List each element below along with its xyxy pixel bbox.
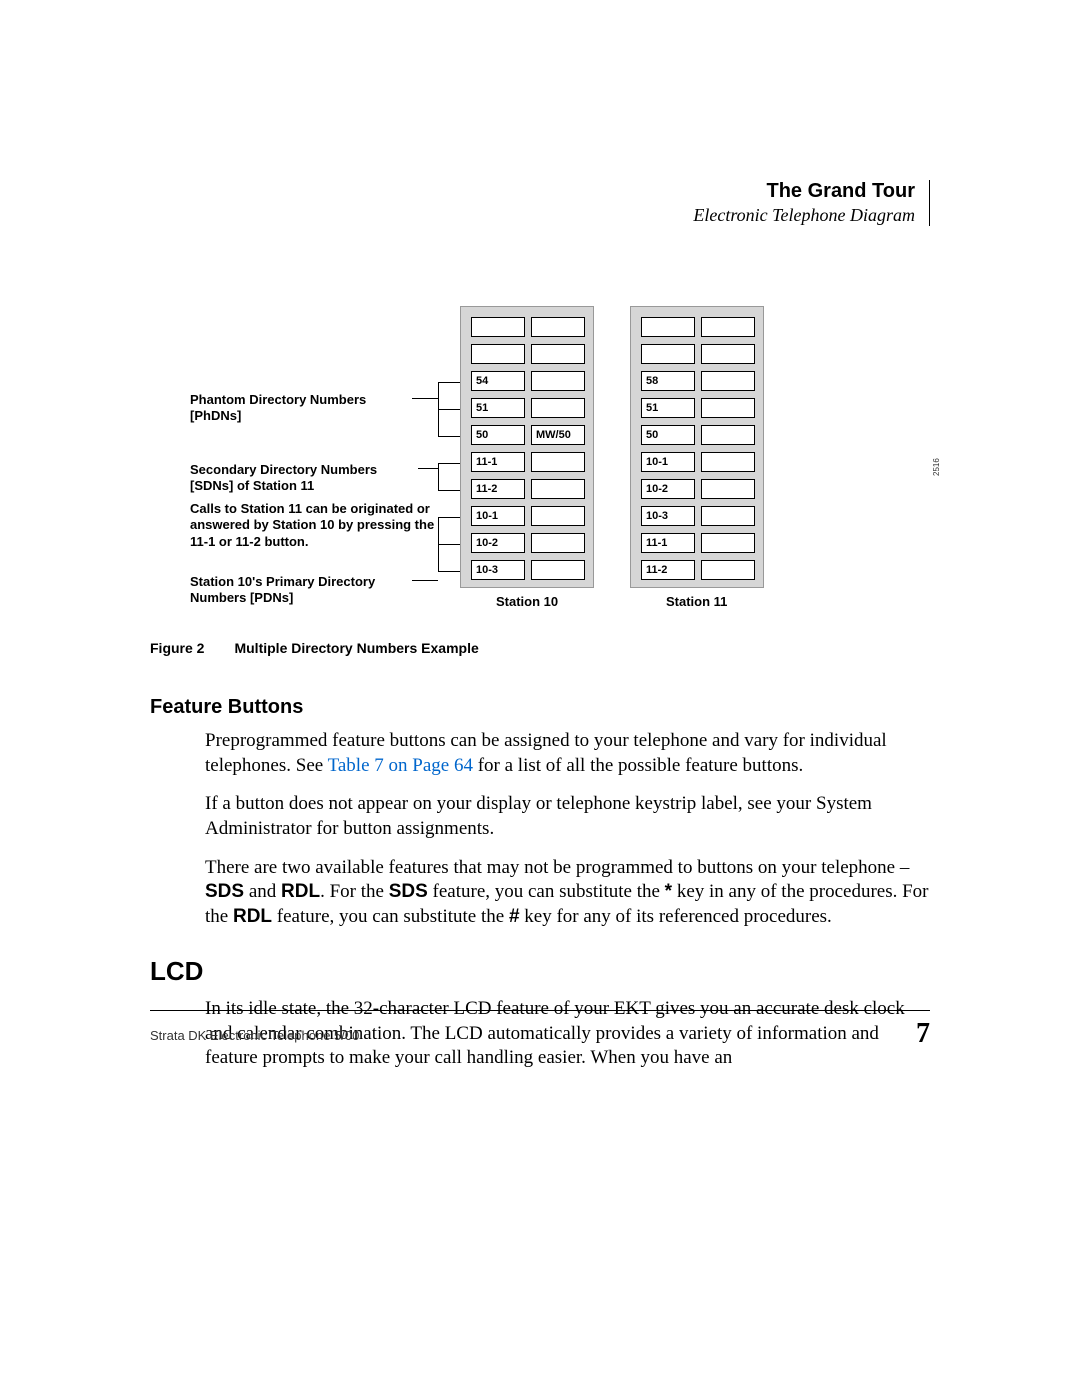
station-11-panel: 58 51 50 10-1 10-2 10-3 11-1 11-2 bbox=[630, 306, 764, 588]
figure-caption: Figure 2 Multiple Directory Numbers Examp… bbox=[150, 640, 930, 656]
phone-button bbox=[531, 398, 585, 418]
feature-p3: There are two available features that ma… bbox=[205, 856, 930, 930]
label-calls: Calls to Station 11 can be originated or… bbox=[190, 501, 440, 550]
phone-button: 11-1 bbox=[641, 533, 695, 553]
phone-button bbox=[471, 344, 525, 364]
phone-button bbox=[701, 425, 755, 445]
phone-button: 10-1 bbox=[641, 452, 695, 472]
button-row bbox=[471, 317, 585, 337]
button-row: 10-1 bbox=[471, 506, 585, 526]
phone-button bbox=[531, 317, 585, 337]
footer-left: Strata DK Electronic Telephone 5/00 bbox=[150, 1028, 359, 1043]
button-row: 11-1 bbox=[641, 533, 755, 553]
label-pdn: Station 10's Primary Directory Numbers [… bbox=[190, 574, 420, 607]
button-row: 10-1 bbox=[641, 452, 755, 472]
phone-button bbox=[531, 371, 585, 391]
phone-button bbox=[471, 317, 525, 337]
phone-button bbox=[701, 479, 755, 499]
button-row bbox=[641, 344, 755, 364]
phone-button bbox=[641, 317, 695, 337]
phone-button bbox=[641, 344, 695, 364]
feature-buttons-heading: Feature Buttons bbox=[150, 696, 930, 719]
station-10-panel: 54 51 50 MW/50 11-1 11-2 10-1 10-2 10-3 bbox=[460, 306, 594, 588]
phone-button: 58 bbox=[641, 371, 695, 391]
button-row: 10-3 bbox=[471, 560, 585, 580]
directory-numbers-diagram: Phantom Directory Numbers [PhDNs] Second… bbox=[150, 306, 930, 626]
page-header: The Grand Tour Electronic Telephone Diag… bbox=[150, 180, 930, 226]
phone-button: 51 bbox=[641, 398, 695, 418]
phone-button: 51 bbox=[471, 398, 525, 418]
page-number: 7 bbox=[916, 1018, 930, 1050]
phone-button bbox=[701, 452, 755, 472]
phone-button: 10-3 bbox=[471, 560, 525, 580]
button-row: 50 MW/50 bbox=[471, 425, 585, 445]
button-row: 11-2 bbox=[471, 479, 585, 499]
button-row: 10-2 bbox=[641, 479, 755, 499]
button-row: 51 bbox=[471, 398, 585, 418]
button-row bbox=[641, 317, 755, 337]
phone-button: 11-2 bbox=[641, 560, 695, 580]
button-row: 51 bbox=[641, 398, 755, 418]
phone-button: 50 bbox=[471, 425, 525, 445]
button-row: 11-2 bbox=[641, 560, 755, 580]
phone-button: MW/50 bbox=[531, 425, 585, 445]
phone-button bbox=[701, 560, 755, 580]
button-row: 50 bbox=[641, 425, 755, 445]
header-title: The Grand Tour bbox=[150, 180, 915, 203]
header-subtitle: Electronic Telephone Diagram bbox=[150, 205, 915, 226]
station-10-caption: Station 10 bbox=[496, 594, 558, 609]
phone-button: 10-2 bbox=[641, 479, 695, 499]
button-row: 11-1 bbox=[471, 452, 585, 472]
figure-number: Figure 2 bbox=[150, 640, 204, 656]
phone-button bbox=[701, 371, 755, 391]
label-sdn: Secondary Directory Numbers [SDNs] of St… bbox=[190, 462, 410, 495]
phone-button: 10-3 bbox=[641, 506, 695, 526]
button-row: 58 bbox=[641, 371, 755, 391]
phone-button: 10-2 bbox=[471, 533, 525, 553]
phone-button bbox=[531, 479, 585, 499]
phone-button bbox=[701, 398, 755, 418]
phone-button: 11-1 bbox=[471, 452, 525, 472]
feature-buttons-body: Preprogrammed feature buttons can be ass… bbox=[205, 729, 930, 930]
figure-caption-text: Multiple Directory Numbers Example bbox=[234, 640, 478, 656]
feature-p1: Preprogrammed feature buttons can be ass… bbox=[205, 729, 930, 778]
phone-button bbox=[701, 344, 755, 364]
button-row bbox=[471, 344, 585, 364]
phone-button bbox=[701, 533, 755, 553]
phone-button bbox=[531, 533, 585, 553]
lcd-heading: LCD bbox=[150, 956, 930, 987]
figure-side-number: 2516 bbox=[932, 308, 941, 476]
button-row: 54 bbox=[471, 371, 585, 391]
phone-button: 50 bbox=[641, 425, 695, 445]
table-7-link[interactable]: Table 7 on Page 64 bbox=[328, 755, 473, 776]
phone-button bbox=[701, 506, 755, 526]
page-content: The Grand Tour Electronic Telephone Diag… bbox=[150, 180, 930, 1085]
phone-button bbox=[531, 344, 585, 364]
phone-button: 11-2 bbox=[471, 479, 525, 499]
feature-p2: If a button does not appear on your disp… bbox=[205, 792, 930, 841]
label-phdn: Phantom Directory Numbers [PhDNs] bbox=[190, 392, 400, 425]
phone-button: 54 bbox=[471, 371, 525, 391]
phone-button bbox=[531, 506, 585, 526]
button-row: 10-3 bbox=[641, 506, 755, 526]
button-row: 10-2 bbox=[471, 533, 585, 553]
station-11-caption: Station 11 bbox=[666, 594, 727, 609]
phone-button bbox=[531, 452, 585, 472]
phone-button bbox=[531, 560, 585, 580]
phone-button: 10-1 bbox=[471, 506, 525, 526]
footer-rule bbox=[150, 1010, 930, 1011]
phone-button bbox=[701, 317, 755, 337]
